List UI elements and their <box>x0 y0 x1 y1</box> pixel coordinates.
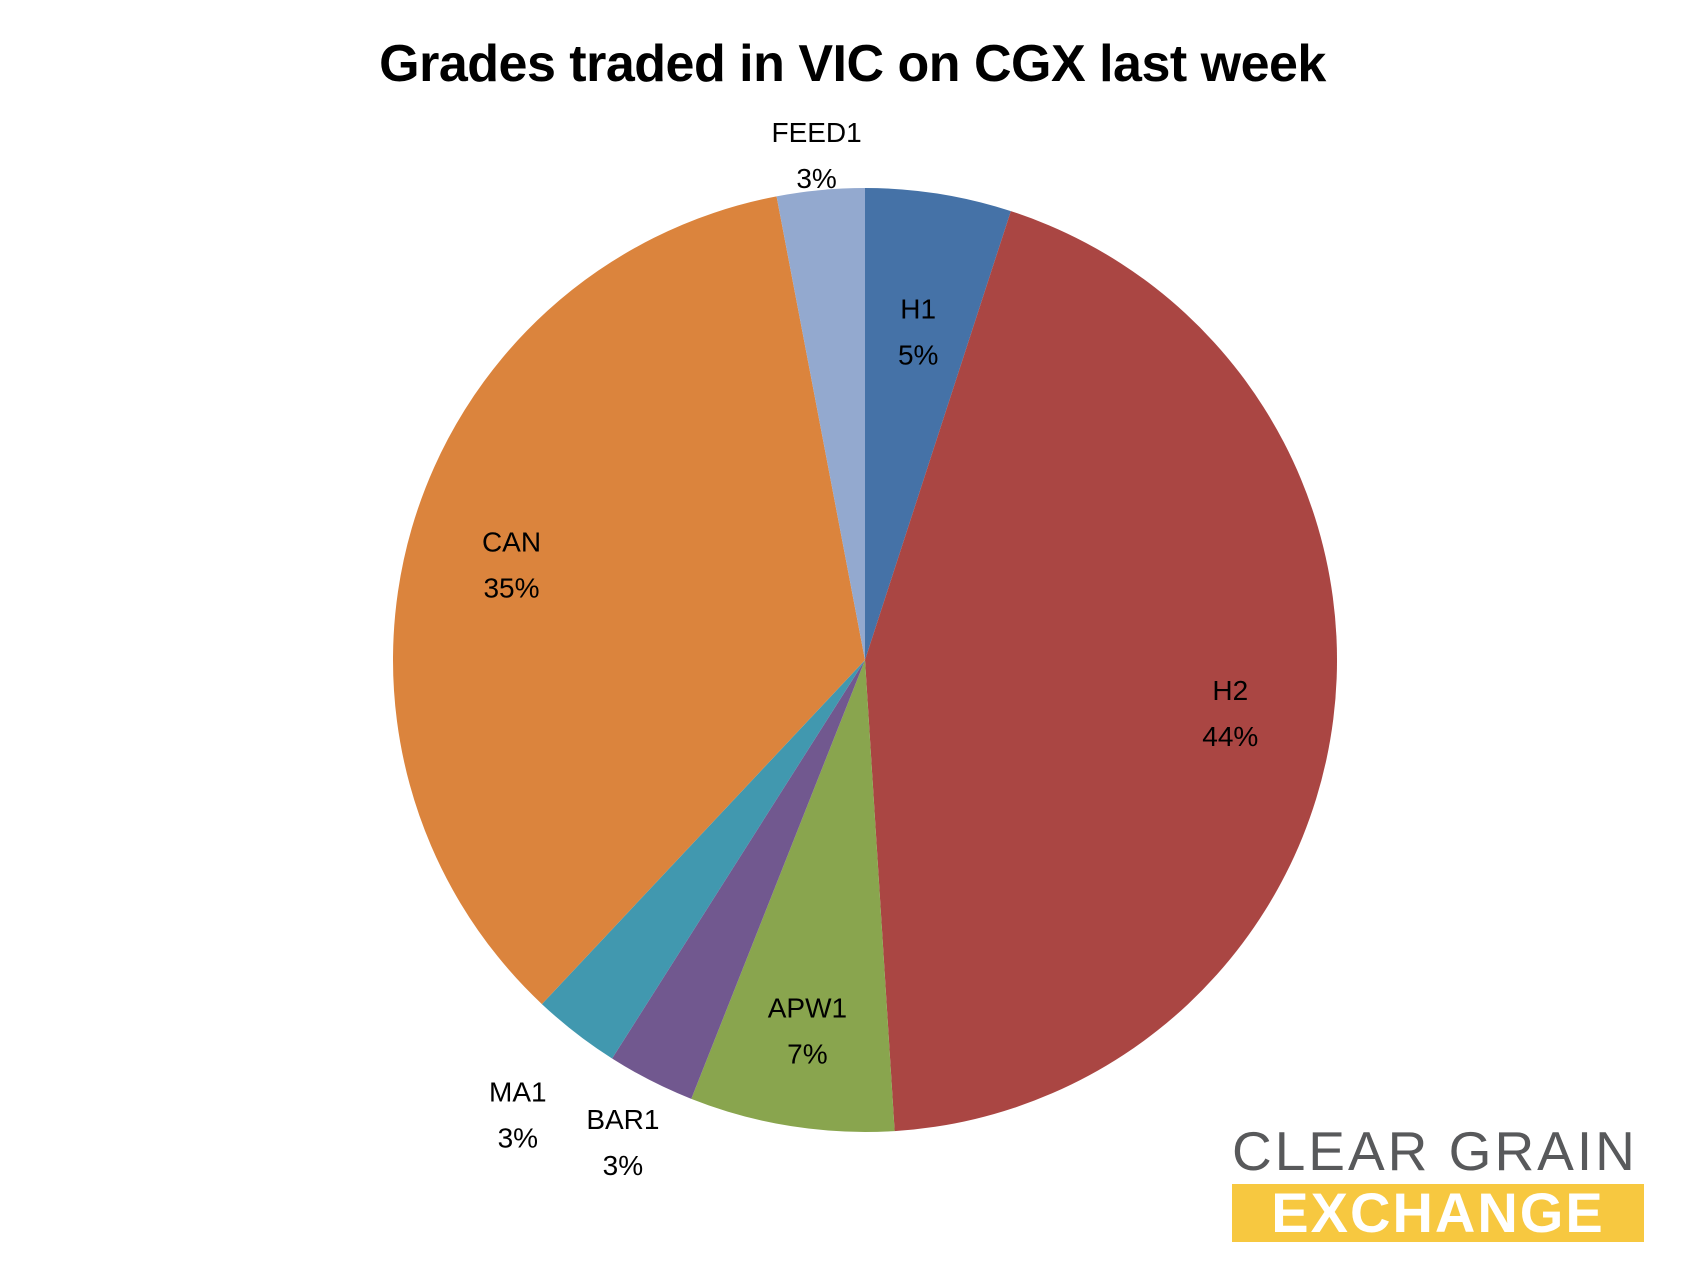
slice-percent-feed1: 3% <box>796 163 836 194</box>
pie-slice-can <box>393 196 865 1005</box>
slice-label-h2: H2 <box>1212 675 1248 706</box>
slice-label-apw1: APW1 <box>768 993 847 1024</box>
clear-grain-exchange-logo: CLEAR GRAIN EXCHANGE <box>1232 1122 1644 1242</box>
chart-title: Grades traded in VIC on CGX last week <box>379 35 1326 93</box>
pie-slice-apw1 <box>691 660 895 1133</box>
slice-label-feed1: FEED1 <box>771 117 861 148</box>
slice-percent-apw1: 7% <box>787 1039 827 1070</box>
logo-line-1: CLEAR GRAIN <box>1232 1120 1638 1182</box>
slice-percent-h2: 44% <box>1202 721 1258 752</box>
slice-percent-ma1: 3% <box>498 1123 538 1154</box>
slice-label-h1: H1 <box>900 293 936 324</box>
pie-slice-h2 <box>865 211 1338 1132</box>
logo-line-2: EXCHANGE <box>1232 1184 1644 1242</box>
pie-slice-bar1 <box>612 660 865 1099</box>
slice-percent-can: 35% <box>483 572 539 603</box>
slice-percent-h1: 5% <box>898 339 938 370</box>
pie-slice-feed1 <box>776 188 865 660</box>
slice-label-ma1: MA1 <box>489 1077 547 1108</box>
pie-slice-h1 <box>865 188 1011 660</box>
slice-percent-bar1: 3% <box>603 1150 643 1181</box>
slice-label-can: CAN <box>482 526 541 557</box>
slice-label-bar1: BAR1 <box>586 1104 659 1135</box>
pie-slice-ma1 <box>541 660 865 1059</box>
